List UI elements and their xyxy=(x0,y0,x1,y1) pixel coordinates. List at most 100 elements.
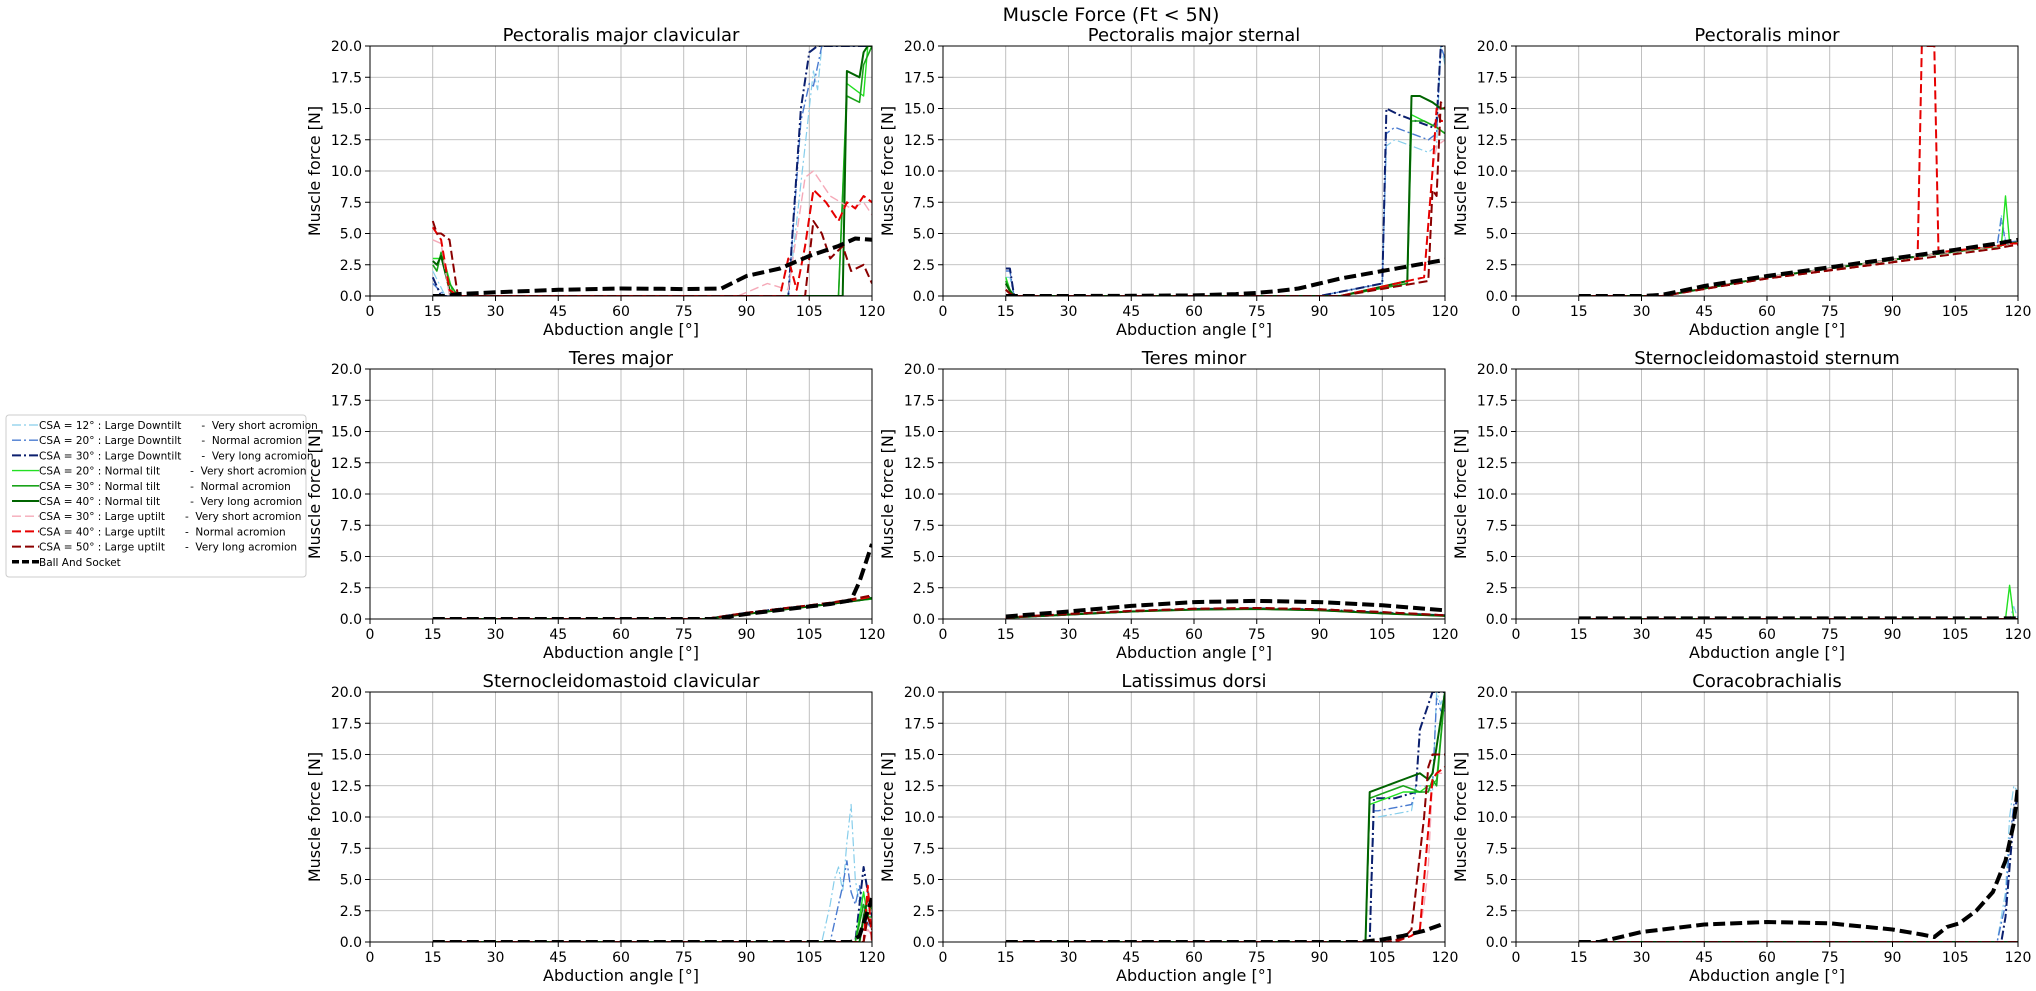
plot-frame xyxy=(1515,691,2019,943)
series-group xyxy=(432,803,872,942)
y-tick-label: 17.5 xyxy=(1477,70,1508,86)
y-tick-label: 7.5 xyxy=(913,841,935,857)
series-line xyxy=(432,928,872,942)
y-tick-label: 20.0 xyxy=(1477,39,1508,55)
plot-frame xyxy=(1515,45,2019,297)
series-line xyxy=(432,860,872,942)
x-tick-label: 0 xyxy=(1512,950,1521,966)
chart-title: Pectoralis major clavicular xyxy=(503,25,740,46)
x-tick-label: 0 xyxy=(366,950,375,966)
y-tick-label: 17.5 xyxy=(904,716,935,732)
plot-frame xyxy=(942,45,1446,297)
y-tick-label: 15.0 xyxy=(904,748,935,764)
y-tick-label: 7.5 xyxy=(1486,841,1508,857)
x-tick-label: 60 xyxy=(1758,304,1776,320)
x-tick-label: 15 xyxy=(1570,950,1588,966)
x-tick-label: 90 xyxy=(1884,627,1902,643)
y-tick-label: 0.0 xyxy=(1486,289,1508,305)
x-tick-label: 90 xyxy=(1311,950,1329,966)
x-tick-label: 15 xyxy=(997,627,1015,643)
x-tick-label: 0 xyxy=(939,627,948,643)
y-tick-label: 15.0 xyxy=(331,102,362,118)
chart-title: Pectoralis major sternal xyxy=(1088,25,1301,46)
chart-panel: 0 15 30 45 60 75 90 105 120 0.0 2.5 5.0 7.5 10.0 12.5 1… xyxy=(305,671,885,985)
y-tick-label: 17.5 xyxy=(331,393,362,409)
y-tick-label: 12.5 xyxy=(1477,779,1508,795)
x-tick-label: 105 xyxy=(1369,304,1396,320)
y-tick-label: 17.5 xyxy=(904,393,935,409)
y-tick-label: 5.0 xyxy=(1486,550,1508,566)
y-axis-label: Muscle force [N] xyxy=(1451,429,1470,559)
series-line xyxy=(432,598,872,619)
y-tick-label: 5.0 xyxy=(340,227,362,243)
series-line xyxy=(431,46,872,296)
x-tick-label: 30 xyxy=(487,950,505,966)
chart-title: Sternocleidomastoid sternum xyxy=(1634,348,1900,369)
y-tick-label: 20.0 xyxy=(331,685,362,701)
y-tick-label: 2.5 xyxy=(913,581,935,597)
y-tick-label: 12.5 xyxy=(331,456,362,472)
y-tick-label: 0.0 xyxy=(1486,935,1508,951)
y-tick-label: 20.0 xyxy=(331,362,362,378)
y-tick-label: 5.0 xyxy=(1486,227,1508,243)
y-tick-label: 7.5 xyxy=(913,518,935,534)
series-group xyxy=(1578,584,2018,619)
chart-title: Sternocleidomastoid clavicular xyxy=(483,671,761,692)
y-tick-label: 15.0 xyxy=(904,102,935,118)
x-tick-label: 45 xyxy=(1122,627,1140,643)
series-line xyxy=(1005,766,1445,942)
legend-label: CSA = 40° : Large uptilt - Normal acromi… xyxy=(39,526,286,538)
series-line xyxy=(1004,95,1445,296)
series-line xyxy=(432,598,872,619)
y-tick-label: 10.0 xyxy=(1477,164,1508,180)
y-tick-label: 2.5 xyxy=(1486,258,1508,274)
y-tick-label: 5.0 xyxy=(1486,873,1508,889)
y-tick-label: 12.5 xyxy=(1477,456,1508,472)
series-group xyxy=(1578,785,2018,942)
y-tick-label: 17.5 xyxy=(331,716,362,732)
x-tick-label: 15 xyxy=(997,304,1015,320)
y-tick-label: 20.0 xyxy=(904,39,935,55)
x-tick-label: 15 xyxy=(1570,304,1588,320)
legend-label: CSA = 20° : Normal tilt - Very short acr… xyxy=(39,466,307,478)
series-group xyxy=(1004,46,1445,296)
legend-label: CSA = 30° : Large Downtilt - Very long a… xyxy=(39,450,314,462)
x-tick-label: 45 xyxy=(1122,304,1140,320)
y-tick-label: 15.0 xyxy=(331,425,362,441)
x-axis-label: Abduction angle [°] xyxy=(1689,643,1845,662)
legend-frame xyxy=(5,414,307,578)
series-line xyxy=(1578,803,2018,942)
series-line xyxy=(432,543,872,619)
x-tick-label: 0 xyxy=(366,627,375,643)
x-tick-label: 60 xyxy=(612,304,630,320)
y-tick-label: 15.0 xyxy=(1477,425,1508,441)
x-tick-label: 0 xyxy=(1512,304,1521,320)
x-tick-label: 45 xyxy=(1695,950,1713,966)
x-tick-label: 120 xyxy=(1432,304,1459,320)
y-tick-label: 15.0 xyxy=(1477,748,1508,764)
x-tick-label: 75 xyxy=(675,950,693,966)
y-axis-label: Muscle force [N] xyxy=(305,752,324,882)
y-tick-label: 0.0 xyxy=(913,289,935,305)
chart-panel: 0 15 30 45 60 75 90 105 120 0.0 2.5 5.0 7.5 10.0 12.5 1… xyxy=(1451,671,2031,985)
y-tick-label: 2.5 xyxy=(340,581,362,597)
y-tick-label: 15.0 xyxy=(331,748,362,764)
x-tick-label: 90 xyxy=(1311,304,1329,320)
legend-label: CSA = 30° : Normal tilt - Normal acromio… xyxy=(39,481,291,493)
series-line xyxy=(432,866,872,942)
y-tick-label: 2.5 xyxy=(340,904,362,920)
series-group xyxy=(431,46,872,296)
x-tick-label: 75 xyxy=(1248,950,1266,966)
series-line xyxy=(432,46,872,296)
x-tick-label: 45 xyxy=(549,304,567,320)
y-axis-label: Muscle force [N] xyxy=(305,106,324,236)
y-tick-label: 17.5 xyxy=(1477,716,1508,732)
chart-panel: 0 15 30 45 60 75 90 105 120 0.0 2.5 5.0 7.5 10.0 12.5 1… xyxy=(1451,25,2031,339)
y-tick-label: 10.0 xyxy=(904,487,935,503)
x-tick-label: 105 xyxy=(796,950,823,966)
y-tick-label: 0.0 xyxy=(340,935,362,951)
y-tick-label: 10.0 xyxy=(904,810,935,826)
y-tick-label: 20.0 xyxy=(1477,685,1508,701)
series-line xyxy=(1578,584,2018,619)
